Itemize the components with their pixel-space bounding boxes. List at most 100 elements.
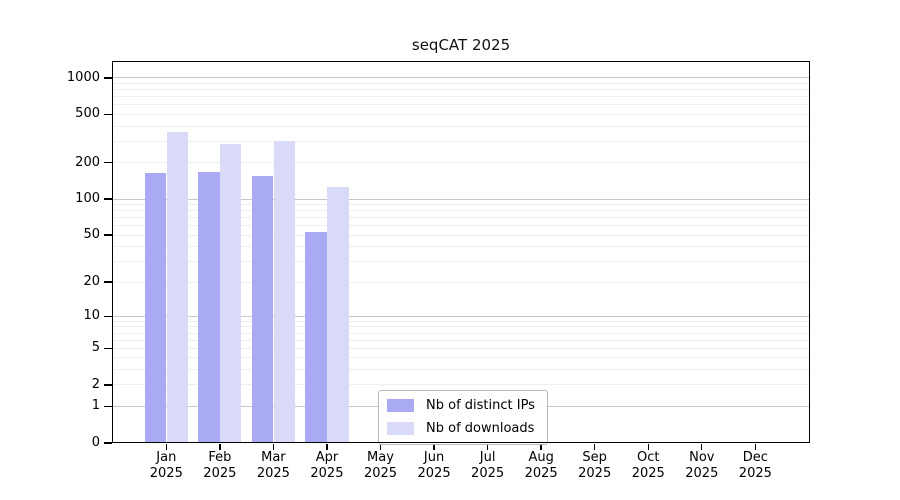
x-tick-label-month: May [367, 450, 394, 465]
x-tick-label-year: 2025 [149, 465, 183, 481]
bar-downloads-apr [327, 186, 349, 443]
bar-downloads-feb [220, 144, 242, 443]
x-tickmark-jun [433, 444, 435, 450]
x-tick-label-month: Jan [156, 450, 177, 465]
gridline-minor-8 [112, 326, 810, 328]
x-tickmark-apr [326, 444, 328, 450]
chart-title: seqCAT 2025 [411, 36, 511, 54]
y-tick-label-1000: 1000 [66, 69, 100, 85]
y-tickmark-20 [104, 281, 112, 283]
gridline-major-100 [112, 198, 810, 200]
x-tickmark-aug [540, 444, 542, 450]
y-tick-label-50: 50 [83, 227, 100, 243]
x-tick-label-year: 2025 [524, 465, 558, 481]
x-tickmark-oct [647, 444, 649, 450]
y-tickmark-2 [104, 384, 112, 386]
x-tick-label-year: 2025 [256, 465, 290, 481]
gridline-minor-300 [112, 140, 810, 142]
gridline-minor-9 [112, 320, 810, 322]
x-tickmark-sep [594, 444, 596, 450]
x-tick-label-year: 2025 [417, 465, 451, 481]
x-tick-label-jun: Jun 2025 [402, 450, 466, 481]
legend-row-downloads: Nb of downloads [387, 421, 539, 436]
y-tick-label-0: 0 [91, 435, 100, 450]
legend-label-downloads: Nb of downloads [426, 421, 535, 436]
x-tick-label-year: 2025 [738, 465, 772, 481]
gridline-minor-3 [112, 369, 810, 371]
x-tick-label-nov: Nov 2025 [670, 450, 734, 481]
x-tick-label-month: Mar [261, 450, 286, 465]
y-tickmark-500 [104, 113, 112, 116]
x-tickmark-nov [701, 444, 703, 450]
x-tickmark-mar [272, 444, 275, 450]
bar-distinct-ips-mar [251, 176, 274, 443]
x-tick-label-month: Oct [637, 450, 660, 465]
x-tick-label-apr: Apr 2025 [295, 450, 359, 481]
bar-distinct-ips-apr [305, 232, 327, 443]
gridline-minor-40 [112, 246, 810, 248]
x-tick-label-month: Aug [528, 450, 554, 465]
gridline-major-1000 [112, 77, 810, 79]
gridline-minor-400 [112, 125, 810, 127]
gridline-minor-700 [112, 96, 810, 98]
bar-downloads-jan [166, 131, 188, 443]
x-tick-label-year: 2025 [471, 465, 505, 481]
y-tick-label-500: 500 [75, 106, 100, 122]
bar-downloads-mar [273, 141, 295, 443]
gridline-minor-20 [112, 281, 810, 283]
x-tick-label-year: 2025 [578, 465, 612, 481]
gridline-minor-50 [112, 234, 810, 236]
y-tick-label-1: 1 [91, 398, 100, 414]
y-tickmark-5 [104, 347, 112, 349]
x-tick-label-year: 2025 [363, 465, 398, 481]
legend-row-distinct-ips: Nb of distinct IPs [387, 398, 539, 413]
x-tick-label-month: Sep [582, 450, 607, 465]
y-tickmark-200 [104, 162, 112, 164]
y-tickmark-0 [104, 442, 112, 444]
gridline-minor-2 [112, 384, 810, 386]
x-tickmark-feb [219, 444, 221, 450]
gridline-minor-6 [112, 339, 810, 341]
y-tick-label-200: 200 [75, 154, 100, 170]
x-tick-label-oct: Oct 2025 [616, 450, 680, 481]
gridline-minor-70 [112, 217, 810, 219]
x-tick-label-dec: Dec 2025 [723, 450, 787, 481]
y-tick-label-20: 20 [83, 274, 100, 290]
x-tick-label-sep: Sep 2025 [563, 450, 627, 481]
x-tick-label-year: 2025 [631, 465, 665, 481]
x-tick-label-may: May 2025 [349, 450, 413, 481]
x-tick-label-year: 2025 [685, 465, 719, 481]
y-tickmark-50 [104, 234, 112, 236]
x-tick-label-mar: Mar 2025 [241, 450, 305, 481]
y-tickmark-100 [104, 198, 112, 200]
legend-swatch-downloads [387, 422, 414, 435]
x-tick-label-year: 2025 [310, 465, 344, 481]
gridline-minor-4 [112, 357, 810, 359]
gridline-minor-900 [112, 82, 810, 84]
gridline-minor-800 [112, 89, 810, 91]
x-tickmark-jul [486, 444, 489, 450]
y-tick-label-100: 100 [75, 191, 100, 207]
y-tick-label-10: 10 [83, 308, 100, 324]
gridline-minor-60 [112, 225, 810, 227]
gridline-minor-600 [112, 104, 810, 106]
plot-area: Nb of distinct IPs Nb of downloads [112, 61, 810, 445]
gridline-minor-30 [112, 261, 810, 262]
y-tickmark-1 [104, 405, 112, 408]
legend: Nb of distinct IPs Nb of downloads [378, 390, 548, 445]
gridline-minor-90 [112, 204, 810, 206]
gridline-minor-80 [112, 210, 810, 212]
x-tick-label-year: 2025 [203, 465, 237, 481]
x-tick-label-jan: Jan 2025 [134, 450, 198, 481]
gridline-minor-7 [112, 332, 810, 334]
x-tick-label-month: Jul [479, 450, 496, 465]
gridline-minor-200 [112, 162, 810, 164]
bar-distinct-ips-feb [198, 171, 220, 443]
y-tick-label-5: 5 [91, 340, 100, 356]
gridline-major-10 [112, 315, 810, 317]
x-tick-label-month: Nov [689, 450, 715, 465]
y-tick-label-2: 2 [91, 376, 100, 392]
x-tick-label-month: Feb [208, 450, 232, 465]
x-tick-label-month: Jun [423, 450, 445, 465]
